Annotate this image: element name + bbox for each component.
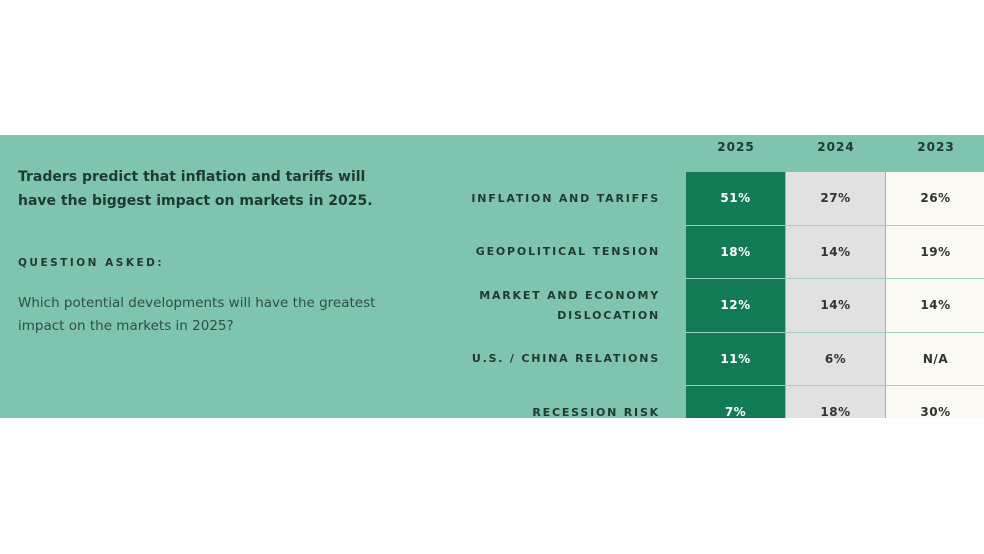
- cell: 12%: [686, 279, 785, 333]
- intro-text: Traders predict that: [18, 169, 181, 185]
- intro-highlight: inflation and tariffs: [180, 169, 334, 185]
- cell: 19%: [886, 225, 984, 279]
- cell: 14%: [886, 279, 984, 333]
- cell: 18%: [786, 386, 885, 418]
- cell: 51%: [686, 172, 785, 226]
- question: Which potential developments will have t…: [18, 295, 376, 334]
- cell: 7%: [686, 386, 785, 418]
- intro: Traders predict that inflation and tarif…: [18, 165, 398, 213]
- question-heading: QUESTION ASKED:: [18, 257, 165, 269]
- column-header: 2023: [917, 140, 955, 154]
- column-header: 2025: [717, 140, 755, 154]
- cell: 14%: [786, 225, 885, 279]
- cell: 18%: [686, 225, 785, 279]
- column-header: 2024: [817, 140, 855, 154]
- row-label: INFLATION AND TARIFFS: [471, 191, 660, 205]
- cell: 27%: [786, 172, 885, 226]
- cell: 30%: [886, 386, 984, 418]
- intro-text: will have the biggest impact on markets …: [18, 169, 373, 209]
- row-label: GEOPOLITICAL TENSION: [475, 245, 660, 259]
- row-label: MARKET AND ECONOMY DISLOCATION: [479, 288, 660, 322]
- cell: 14%: [786, 279, 885, 333]
- cell: N/A: [886, 332, 984, 386]
- panel: Traders predict that inflation and tarif…: [0, 135, 984, 418]
- row-label: U.S. / CHINA RELATIONS: [471, 352, 660, 366]
- row-label: RECESSION RISK: [532, 405, 660, 418]
- cell: 6%: [786, 332, 885, 386]
- cell: 26%: [886, 172, 984, 226]
- cell: 11%: [686, 332, 785, 386]
